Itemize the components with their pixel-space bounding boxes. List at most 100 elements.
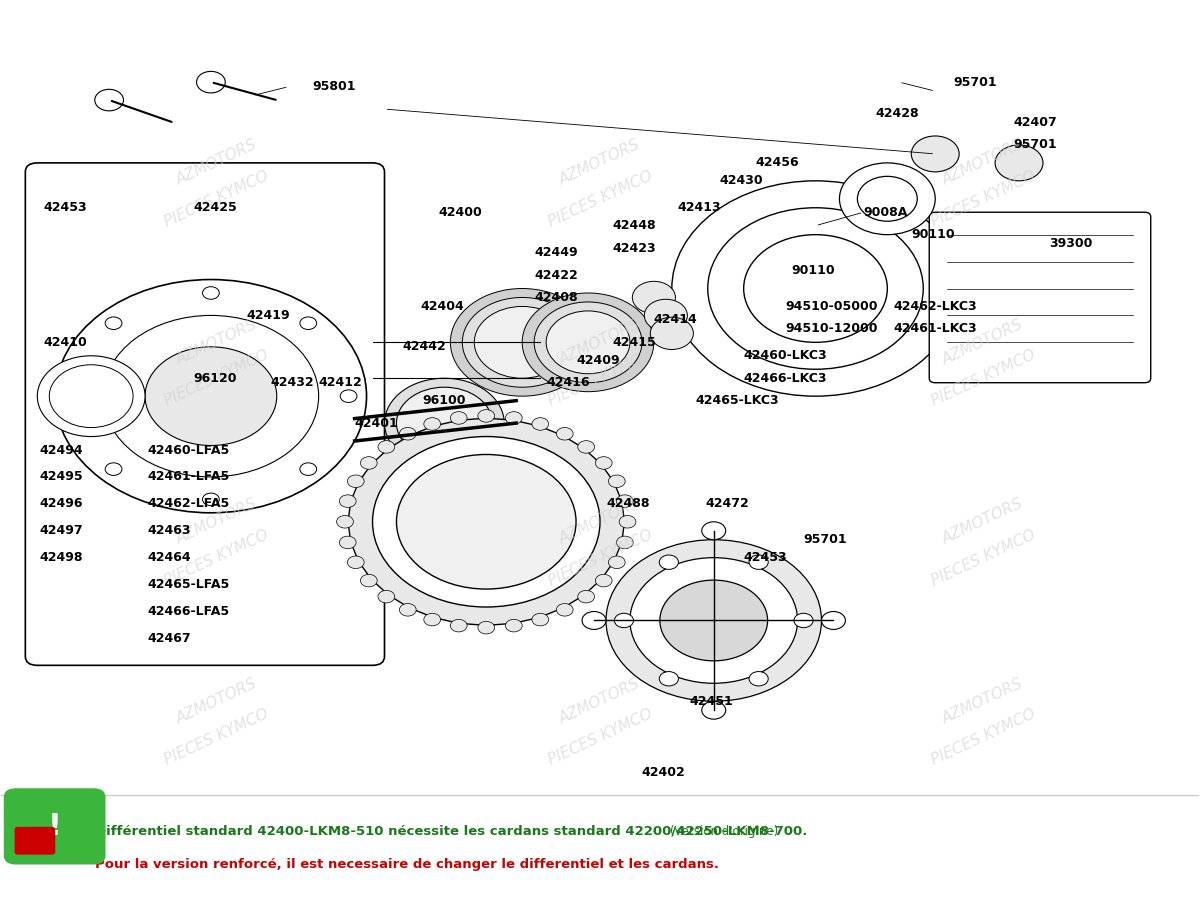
Circle shape bbox=[450, 411, 467, 424]
Text: 42430: 42430 bbox=[720, 175, 763, 187]
Text: 42462-LFA5: 42462-LFA5 bbox=[148, 498, 229, 510]
FancyBboxPatch shape bbox=[25, 163, 384, 665]
Circle shape bbox=[595, 456, 612, 469]
Circle shape bbox=[450, 619, 467, 632]
Text: PIECES KYMCO: PIECES KYMCO bbox=[546, 706, 654, 768]
Text: AZMOTORS: AZMOTORS bbox=[174, 676, 259, 726]
Text: 42466-LFA5: 42466-LFA5 bbox=[148, 605, 229, 618]
Circle shape bbox=[557, 428, 574, 440]
Text: 42416: 42416 bbox=[546, 376, 589, 389]
Circle shape bbox=[708, 208, 923, 369]
Text: AZMOTORS: AZMOTORS bbox=[174, 317, 259, 367]
Circle shape bbox=[65, 390, 82, 402]
Circle shape bbox=[360, 456, 377, 469]
Text: AZMOTORS: AZMOTORS bbox=[557, 676, 643, 726]
Text: PIECES KYMCO: PIECES KYMCO bbox=[162, 706, 271, 768]
Circle shape bbox=[617, 536, 634, 549]
Text: 42413: 42413 bbox=[678, 202, 721, 214]
Text: (version d'origine): (version d'origine) bbox=[670, 824, 779, 838]
Circle shape bbox=[474, 306, 570, 378]
Text: AZMOTORS: AZMOTORS bbox=[174, 138, 259, 188]
Text: 42402: 42402 bbox=[642, 767, 685, 779]
Circle shape bbox=[608, 475, 625, 488]
Text: 42410: 42410 bbox=[43, 336, 88, 349]
Circle shape bbox=[505, 411, 522, 424]
Circle shape bbox=[347, 475, 364, 488]
Circle shape bbox=[424, 613, 440, 626]
Text: 90110: 90110 bbox=[792, 264, 835, 277]
Text: 42449: 42449 bbox=[534, 246, 577, 259]
Circle shape bbox=[300, 317, 317, 329]
Circle shape bbox=[822, 611, 846, 629]
Text: 42432: 42432 bbox=[271, 376, 314, 389]
Circle shape bbox=[858, 176, 917, 221]
Text: AZMOTORS: AZMOTORS bbox=[941, 317, 1026, 367]
Text: PIECES KYMCO: PIECES KYMCO bbox=[162, 347, 271, 409]
Text: AZMOTORS: AZMOTORS bbox=[174, 497, 259, 547]
Text: AZMOTORS: AZMOTORS bbox=[941, 676, 1026, 726]
Circle shape bbox=[462, 298, 582, 387]
Circle shape bbox=[632, 282, 676, 313]
Circle shape bbox=[702, 522, 726, 540]
Text: 9008A: 9008A bbox=[863, 206, 907, 219]
Circle shape bbox=[582, 611, 606, 629]
Text: AZMOTORS: AZMOTORS bbox=[557, 317, 643, 367]
Text: 94510-12000: 94510-12000 bbox=[786, 322, 878, 336]
Circle shape bbox=[546, 310, 630, 374]
FancyBboxPatch shape bbox=[4, 788, 106, 865]
Circle shape bbox=[340, 495, 356, 508]
Circle shape bbox=[384, 378, 504, 468]
Text: Pour la version renforcé, il est necessaire de changer le differentiel et les ca: Pour la version renforcé, il est necessa… bbox=[95, 858, 719, 871]
Circle shape bbox=[595, 574, 612, 587]
Circle shape bbox=[619, 516, 636, 528]
Circle shape bbox=[840, 163, 935, 235]
Circle shape bbox=[55, 280, 366, 513]
Text: Différentiel standard 42400-LKM8-510 nécessite les cardans standard 42200/42250-: Différentiel standard 42400-LKM8-510 néc… bbox=[95, 824, 808, 838]
Text: 42404: 42404 bbox=[420, 300, 464, 313]
Circle shape bbox=[660, 580, 768, 661]
Circle shape bbox=[911, 136, 959, 172]
Circle shape bbox=[672, 181, 959, 396]
Text: 95701: 95701 bbox=[953, 76, 997, 88]
Circle shape bbox=[347, 556, 364, 569]
Circle shape bbox=[749, 555, 768, 570]
Text: 42401: 42401 bbox=[354, 417, 398, 429]
Text: 42408: 42408 bbox=[534, 291, 577, 304]
Text: PIECES KYMCO: PIECES KYMCO bbox=[162, 526, 271, 589]
Text: PIECES KYMCO: PIECES KYMCO bbox=[546, 526, 654, 589]
Text: !: ! bbox=[48, 812, 61, 841]
Circle shape bbox=[577, 590, 594, 603]
Text: 42497: 42497 bbox=[40, 524, 83, 537]
Circle shape bbox=[106, 317, 122, 329]
Text: 42412: 42412 bbox=[319, 376, 362, 389]
Text: 42494: 42494 bbox=[40, 444, 83, 456]
Circle shape bbox=[341, 390, 356, 402]
FancyBboxPatch shape bbox=[14, 827, 55, 855]
Text: 96100: 96100 bbox=[422, 394, 467, 407]
Circle shape bbox=[608, 556, 625, 569]
Circle shape bbox=[372, 436, 600, 607]
Circle shape bbox=[644, 300, 688, 331]
Circle shape bbox=[659, 555, 678, 570]
Text: 42423: 42423 bbox=[612, 241, 655, 255]
Text: 42419: 42419 bbox=[247, 309, 290, 322]
Text: 42472: 42472 bbox=[706, 498, 749, 510]
Circle shape bbox=[505, 619, 522, 632]
Circle shape bbox=[396, 454, 576, 590]
Circle shape bbox=[577, 441, 594, 454]
Text: 42415: 42415 bbox=[612, 336, 655, 349]
Text: 42461-LFA5: 42461-LFA5 bbox=[148, 471, 229, 483]
Circle shape bbox=[606, 540, 822, 701]
Circle shape bbox=[995, 145, 1043, 181]
Circle shape bbox=[103, 315, 319, 477]
Circle shape bbox=[478, 621, 494, 634]
Circle shape bbox=[197, 71, 226, 93]
Circle shape bbox=[203, 287, 220, 300]
Text: 42409: 42409 bbox=[576, 354, 619, 367]
Circle shape bbox=[702, 701, 726, 719]
Circle shape bbox=[749, 671, 768, 686]
Circle shape bbox=[614, 613, 634, 627]
Text: 42422: 42422 bbox=[534, 268, 578, 282]
Text: 90110: 90110 bbox=[911, 229, 955, 241]
Text: 42428: 42428 bbox=[875, 107, 919, 120]
